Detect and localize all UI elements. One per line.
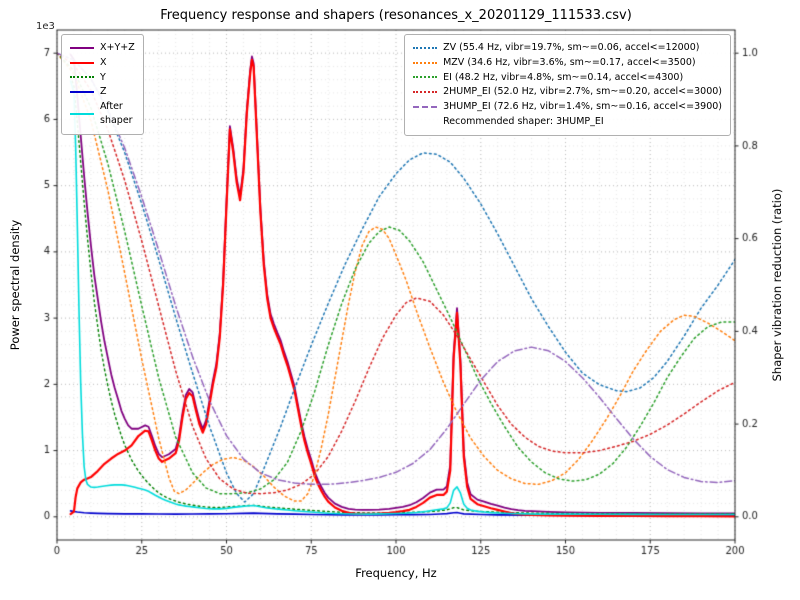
legend-label: 2HUMP_EI (52.0 Hz, vibr=2.7%, sm~=0.20, … xyxy=(443,86,722,98)
y-axis-label-right: Shaper vibration reduction (ratio) xyxy=(770,188,784,382)
legend-item: MZV (34.6 Hz, vibr=3.6%, sm~=0.17, accel… xyxy=(413,56,722,70)
legend-line-swatch xyxy=(413,105,438,108)
legend-item: After shaper xyxy=(70,100,135,128)
legend-label: X xyxy=(100,56,107,68)
legend-item: Y xyxy=(70,71,135,85)
legend-line-swatch xyxy=(413,91,438,94)
y-axis-label-left: Power spectral density xyxy=(8,219,22,351)
legend-label: 3HUMP_EI (72.6 Hz, vibr=1.4%, sm~=0.16, … xyxy=(443,101,722,113)
legend-label: Y xyxy=(100,71,106,83)
legend-line-swatch xyxy=(70,112,94,115)
legend-label: Recommended shaper: 3HUMP_EI xyxy=(443,115,604,127)
legend-line-swatch xyxy=(70,76,94,79)
legend-label: Z xyxy=(100,86,107,98)
legend-item: X+Y+Z xyxy=(70,41,135,55)
legend-item: 3HUMP_EI (72.6 Hz, vibr=1.4%, sm~=0.16, … xyxy=(413,100,722,114)
legend-line-swatch xyxy=(70,61,94,64)
chart-title: Frequency response and shapers (resonanc… xyxy=(160,8,632,23)
legend-label: MZV (34.6 Hz, vibr=3.6%, sm~=0.17, accel… xyxy=(443,56,696,68)
legend-label: EI (48.2 Hz, vibr=4.8%, sm~=0.14, accel<… xyxy=(443,71,684,83)
legend-line-swatch xyxy=(70,91,94,94)
legend-label: X+Y+Z xyxy=(100,42,135,53)
legend-item: 2HUMP_EI (52.0 Hz, vibr=2.7%, sm~=0.20, … xyxy=(413,85,722,99)
legend-line-swatch xyxy=(413,61,438,64)
legend-item: EI (48.2 Hz, vibr=4.8%, sm~=0.14, accel<… xyxy=(413,71,722,85)
legend-item-recommended: Recommended shaper: 3HUMP_EI xyxy=(413,115,722,129)
legend-item: Z xyxy=(70,85,135,99)
legend-label: After shaper xyxy=(100,101,133,126)
legend-line-swatch xyxy=(413,46,438,49)
legend-shapers: ZV (55.4 Hz, vibr=19.7%, sm~=0.06, accel… xyxy=(404,34,731,136)
legend-psd: X+Y+Z X Y Z After shaper xyxy=(61,34,144,135)
y-axis-offset-text: 1e3 xyxy=(36,21,55,32)
legend-label: ZV (55.4 Hz, vibr=19.7%, sm~=0.06, accel… xyxy=(443,42,700,53)
legend-item: X xyxy=(70,56,135,70)
legend-item: ZV (55.4 Hz, vibr=19.7%, sm~=0.06, accel… xyxy=(413,41,722,55)
legend-line-swatch xyxy=(413,76,438,79)
x-axis-label: Frequency, Hz xyxy=(355,566,437,580)
legend-line-swatch xyxy=(70,46,94,49)
